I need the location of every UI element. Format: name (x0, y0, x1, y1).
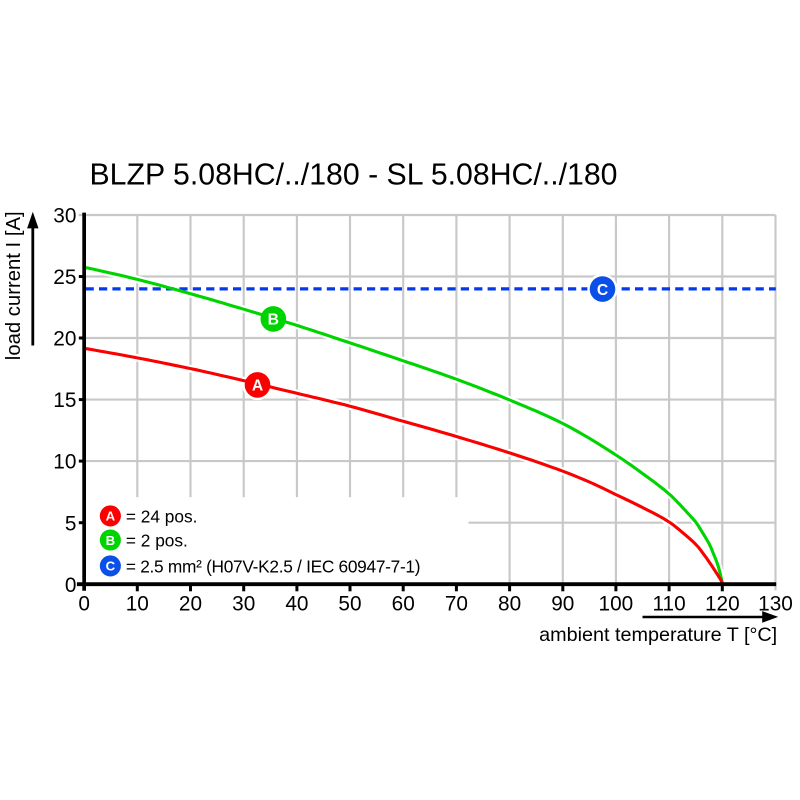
svg-text:= 2 pos.: = 2 pos. (126, 531, 188, 551)
svg-text:50: 50 (338, 593, 361, 616)
svg-text:110: 110 (653, 593, 686, 616)
svg-text:30: 30 (232, 593, 255, 616)
svg-text:B: B (106, 533, 116, 548)
svg-text:BLZP 5.08HC/../180 - SL 5.08HC: BLZP 5.08HC/../180 - SL 5.08HC/../180 (90, 158, 618, 191)
svg-text:120: 120 (705, 593, 740, 616)
svg-text:60: 60 (392, 593, 415, 616)
svg-text:ambient temperature T [°C]: ambient temperature T [°C] (539, 624, 777, 646)
svg-text:= 2.5 mm² (H07V-K2.5 / IEC 609: = 2.5 mm² (H07V-K2.5 / IEC 60947-7-1) (126, 556, 421, 576)
svg-text:load current I [A]: load current I [A] (3, 211, 25, 360)
svg-text:20: 20 (53, 328, 76, 351)
svg-text:10: 10 (126, 593, 149, 616)
svg-text:C: C (106, 559, 116, 574)
svg-text:70: 70 (445, 593, 468, 616)
svg-text:A: A (252, 378, 263, 395)
svg-text:10: 10 (53, 451, 76, 474)
svg-text:130: 130 (758, 593, 793, 616)
svg-text:= 24 pos.: = 24 pos. (126, 506, 198, 526)
svg-text:A: A (106, 509, 116, 524)
svg-text:20: 20 (179, 593, 202, 616)
svg-text:100: 100 (599, 593, 634, 616)
svg-text:15: 15 (53, 389, 76, 412)
svg-text:25: 25 (53, 266, 76, 289)
svg-text:B: B (268, 312, 279, 329)
svg-text:0: 0 (65, 574, 77, 597)
svg-text:80: 80 (498, 593, 521, 616)
svg-text:30: 30 (53, 205, 76, 228)
svg-text:C: C (597, 282, 608, 299)
svg-text:5: 5 (65, 512, 77, 535)
svg-text:40: 40 (285, 593, 308, 616)
svg-text:0: 0 (78, 593, 90, 616)
svg-text:90: 90 (551, 593, 574, 616)
